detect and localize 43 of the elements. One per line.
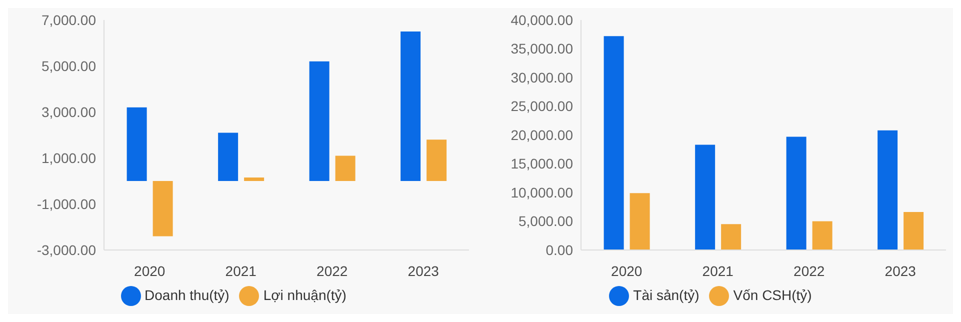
y-tick-label: 35,000.00 — [510, 40, 574, 57]
bar — [695, 144, 716, 250]
y-tick-label: 10,000.00 — [510, 184, 574, 200]
x-tick-label: 2020 — [134, 262, 166, 279]
bar — [426, 140, 447, 181]
x-tick-label: 2022 — [316, 262, 348, 279]
y-tick-label: -1,000.00 — [36, 196, 96, 212]
bar — [126, 107, 147, 181]
bar — [335, 156, 356, 181]
x-tick-label: 2021 — [702, 262, 734, 279]
y-tick-label: 3,000.00 — [42, 104, 96, 120]
bar — [786, 136, 806, 250]
y-tick-label: 7,000.00 — [42, 12, 96, 28]
bar — [244, 178, 264, 181]
legend-label: Vốn CSH(tỷ) — [733, 287, 812, 304]
y-tick-label: 5,000.00 — [518, 213, 574, 230]
legend-label: Tài sản(tỷ) — [633, 287, 700, 304]
y-tick-label: 20,000.00 — [510, 126, 574, 143]
legend-label: Doanh thu(tỷ) — [144, 287, 230, 304]
x-tick-label: 2023 — [408, 262, 440, 279]
bar — [152, 181, 173, 236]
y-tick-label: 0.00 — [546, 242, 574, 258]
bar — [878, 130, 898, 250]
bar — [630, 193, 650, 250]
x-tick-label: 2023 — [884, 262, 916, 279]
y-tick-label: 40,000.00 — [510, 12, 574, 28]
x-tick-label: 2020 — [611, 262, 642, 279]
y-tick-label: 1,000.00 — [42, 150, 96, 166]
bar — [721, 224, 742, 250]
y-tick-label: 15,000.00 — [510, 156, 574, 172]
x-tick-label: 2021 — [225, 262, 257, 279]
y-tick-label: 5,000.00 — [42, 58, 96, 74]
y-tick-label: -3,000.00 — [36, 242, 96, 258]
bar — [812, 221, 832, 250]
bar — [400, 32, 421, 181]
y-tick-label: 30,000.00 — [510, 69, 574, 86]
x-tick-label: 2022 — [794, 262, 825, 279]
bar — [309, 61, 330, 181]
bar — [604, 36, 624, 250]
bar — [904, 212, 924, 250]
y-tick-label: 25,000.00 — [510, 98, 574, 114]
bar — [218, 132, 238, 181]
legend-label: Lợi nhuận(tỷ) — [263, 287, 346, 304]
